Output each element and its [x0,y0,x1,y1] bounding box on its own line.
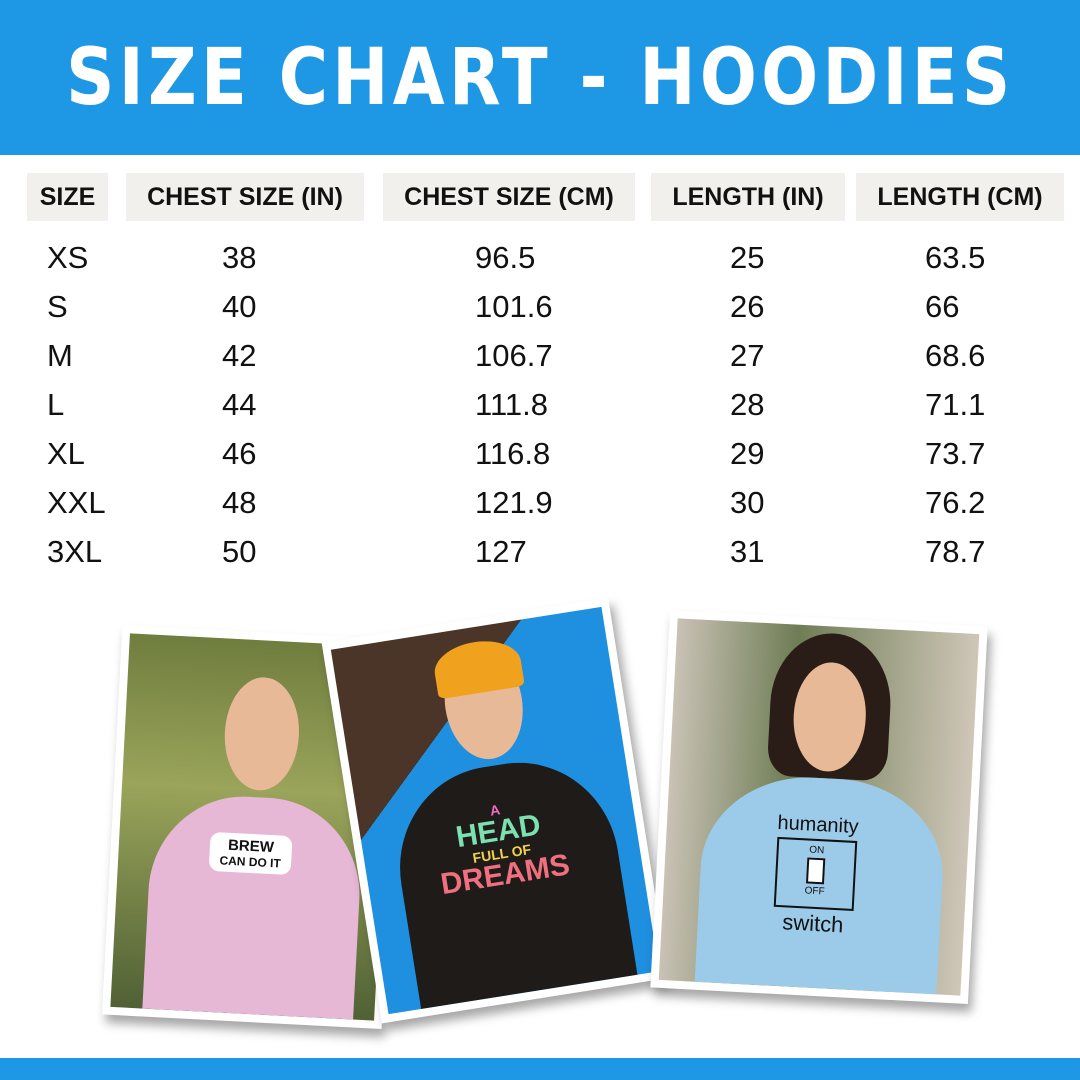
cell-length-cm: 78.7 [925,534,986,569]
cell-chest-cm: 101.6 [475,289,553,324]
photo-black-hoodie: A HEAD FULL OF DREAMS [321,597,669,1024]
cell-length-cm: 73.7 [925,436,986,471]
cell-chest-in: 44 [222,387,257,422]
cell-size: XS [47,240,89,275]
cell-size: XXL [47,485,106,520]
cell-length-cm: 68.6 [925,338,986,373]
cell-length-in: 28 [730,387,765,422]
cell-size: S [47,289,68,324]
cell-size: XL [47,436,85,471]
cell-chest-cm: 106.7 [475,338,553,373]
cell-length-in: 26 [730,289,765,324]
hoodie [142,791,365,1020]
cell-size: L [47,387,65,422]
header-chest-cm: CHEST SIZE (CM) [383,173,635,221]
cell-length-cm: 66 [925,289,960,324]
cell-length-in: 27 [730,338,765,373]
cell-length-in: 30 [730,485,765,520]
cell-chest-in: 48 [222,485,257,520]
photo-blue-hoodie: humanity ON OFF switch [650,609,988,1005]
header-chest-in: CHEST SIZE (IN) [126,173,364,221]
cell-chest-in: 38 [222,240,257,275]
cell-length-in: 25 [730,240,765,275]
header-size: SIZE [27,173,108,221]
cell-chest-in: 40 [222,289,257,324]
cell-chest-in: 50 [222,534,257,569]
cell-chest-cm: 96.5 [475,240,536,275]
footer-bar [0,1058,1080,1080]
page-title: SIZE CHART - HOODIES [65,32,1015,123]
cell-chest-cm: 127 [475,534,527,569]
header-length-in: LENGTH (IN) [651,173,845,221]
print-text: CAN DO IT [219,853,282,872]
header-length-cm: LENGTH (CM) [856,173,1064,221]
cell-length-in: 29 [730,436,765,471]
switch-icon [805,857,826,885]
print-text: ON [808,844,825,857]
cell-chest-cm: 116.8 [475,436,551,471]
cell-size: M [47,338,73,373]
cell-chest-cm: 121.9 [475,485,553,520]
cell-length-cm: 71.1 [925,387,986,422]
cell-length-in: 31 [730,534,765,569]
cell-chest-in: 46 [222,436,257,471]
cell-chest-cm: 111.8 [475,387,548,422]
print-text: OFF [804,885,825,898]
cell-length-cm: 76.2 [925,485,986,520]
title-banner: SIZE CHART - HOODIES [0,0,1080,155]
cell-chest-in: 42 [222,338,257,373]
cell-length-cm: 63.5 [925,240,986,275]
cell-size: 3XL [47,534,103,569]
